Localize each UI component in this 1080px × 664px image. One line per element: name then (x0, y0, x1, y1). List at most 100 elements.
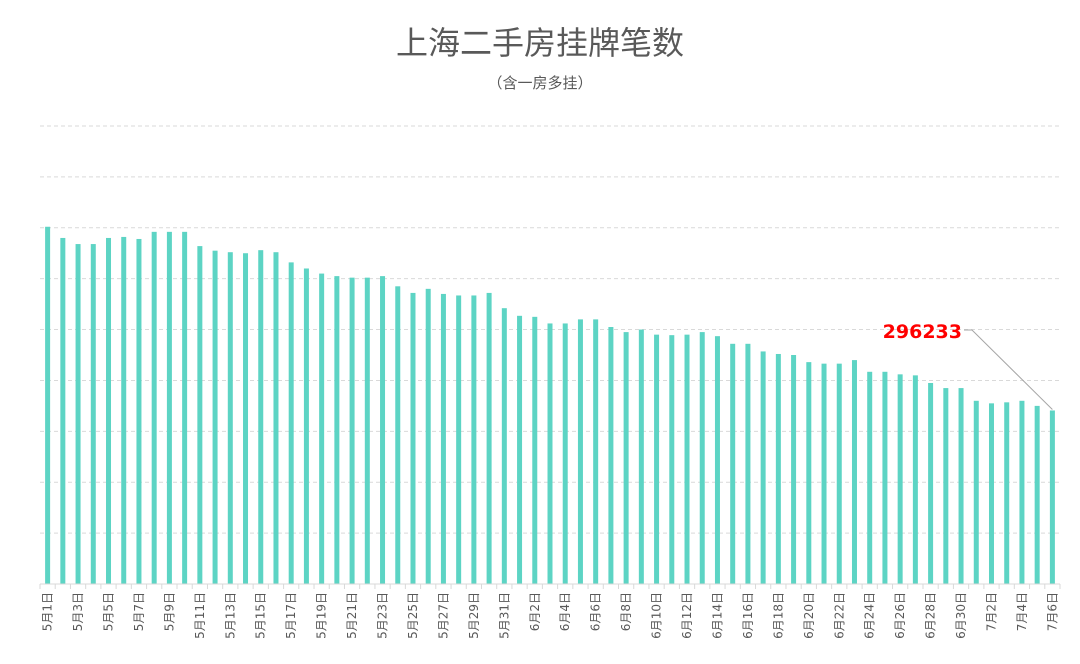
bar-6月14日 (714, 336, 720, 584)
x-tick-label: 5月17日 (284, 592, 298, 639)
x-tick-label: 7月4日 (1015, 592, 1029, 631)
bar-5月20日 (334, 276, 340, 584)
x-tick-label: 6月26日 (893, 592, 907, 639)
x-tick-label: 6月18日 (771, 592, 785, 639)
bar-6月25日 (882, 371, 888, 584)
x-tick-label: 5月7日 (132, 592, 146, 631)
bar-5月22日 (364, 277, 370, 584)
bars (45, 226, 1055, 585)
bar-5月26日 (425, 288, 431, 584)
bar-5月14日 (243, 253, 249, 584)
chart-subtitle: （含一房多挂） (487, 74, 593, 92)
bar-5月16日 (273, 252, 279, 584)
gridlines (40, 125, 1060, 534)
bar-6月10日 (654, 334, 660, 584)
bar-5月12日 (212, 250, 218, 584)
bar-5月23日 (380, 276, 386, 584)
bar-6月8日 (623, 332, 629, 584)
x-tick-label: 6月14日 (710, 592, 724, 639)
bar-6月19日 (791, 355, 797, 584)
x-tick-label: 5月11日 (193, 592, 207, 639)
bar-5月25日 (410, 292, 416, 584)
bar-5月31日 (501, 308, 507, 584)
bar-6月17日 (760, 351, 766, 584)
x-tick-label: 5月19日 (315, 592, 329, 639)
bar-6月16日 (745, 343, 751, 584)
bar-6月21日 (821, 363, 827, 584)
x-tick-label: 6月2日 (528, 592, 542, 631)
bar-5月2日 (60, 237, 66, 584)
x-tick-label: 5月23日 (376, 592, 390, 639)
x-axis-ticks (39, 584, 1061, 589)
bar-6月7日 (608, 327, 614, 584)
bar-6月18日 (775, 353, 781, 584)
x-tick-label: 6月4日 (558, 592, 572, 631)
bar-6月22日 (836, 363, 842, 584)
x-tick-label: 6月22日 (832, 592, 846, 639)
x-tick-label: 5月21日 (345, 592, 359, 639)
x-tick-label: 6月30日 (954, 592, 968, 639)
bar-6月26日 (897, 374, 903, 584)
x-tick-label: 6月16日 (741, 592, 755, 639)
bar-6月13日 (699, 332, 705, 584)
bar-5月24日 (395, 286, 401, 584)
bar-5月28日 (456, 295, 462, 584)
bar-6月11日 (669, 335, 675, 584)
bar-5月15日 (258, 250, 264, 584)
bar-6月27日 (912, 375, 918, 584)
bar-5月3日 (75, 244, 81, 584)
bar-5月21日 (349, 277, 355, 584)
x-tick-label: 7月6日 (1045, 592, 1059, 631)
x-tick-label: 6月28日 (924, 592, 938, 639)
bar-6月3日 (547, 323, 553, 584)
x-tick-label: 6月24日 (863, 592, 877, 639)
x-tick-label: 7月2日 (984, 592, 998, 631)
x-tick-label: 5月5日 (102, 592, 116, 631)
bar-5月13日 (227, 252, 233, 584)
x-tick-label: 6月10日 (650, 592, 664, 639)
bar-5月11日 (197, 246, 203, 584)
x-axis-labels: 5月1日 5月3日 5月5日 5月7日 5月9日 5月11日 5月13日 5月15日 5月17日… (41, 592, 1060, 639)
bar-6月24日 (867, 371, 873, 584)
bar-5月4日 (90, 244, 96, 584)
chart-title: 上海二手房挂牌笔数 (395, 24, 684, 62)
x-tick-label: 5月15日 (254, 592, 268, 639)
bar-6月2日 (532, 316, 538, 584)
bar-5月27日 (440, 293, 446, 584)
bar-5月7日 (136, 238, 142, 584)
bar-7月5日 (1034, 405, 1040, 584)
x-tick-label: 5月9日 (162, 592, 176, 631)
bar-5月29日 (471, 295, 477, 584)
bar-6月15日 (730, 343, 736, 584)
bar-7月1日 (973, 400, 979, 584)
x-tick-label: 6月12日 (680, 592, 694, 639)
bar-6月12日 (684, 334, 690, 584)
bar-6月28日 (928, 382, 934, 584)
bar-5月30日 (486, 292, 492, 584)
bar-5月5日 (106, 237, 112, 584)
bar-5月19日 (319, 273, 325, 584)
bar-7月2日 (988, 403, 994, 584)
bar-5月18日 (303, 268, 309, 584)
bar-5月17日 (288, 262, 294, 584)
bar-5月6日 (121, 236, 127, 584)
x-tick-label: 5月31日 (497, 592, 511, 639)
x-tick-label: 6月6日 (589, 592, 603, 631)
annotation-leader-line (964, 329, 1053, 410)
bar-6月23日 (851, 360, 857, 584)
bar-5月1日 (45, 226, 51, 584)
x-tick-label: 5月3日 (71, 592, 85, 631)
bar-5月8日 (151, 231, 157, 585)
bar-6月5日 (577, 319, 583, 584)
x-tick-label: 5月27日 (436, 592, 450, 639)
x-tick-label: 5月29日 (467, 592, 481, 639)
bar-7月6日 (1049, 410, 1055, 584)
bar-7月3日 (1004, 402, 1010, 584)
x-tick-label: 5月25日 (406, 592, 420, 639)
bar-6月4日 (562, 323, 568, 584)
bar-6月30日 (958, 388, 964, 584)
bar-6月29日 (943, 388, 949, 584)
bar-5月9日 (166, 231, 172, 585)
annotations: 296233 (883, 321, 1053, 410)
